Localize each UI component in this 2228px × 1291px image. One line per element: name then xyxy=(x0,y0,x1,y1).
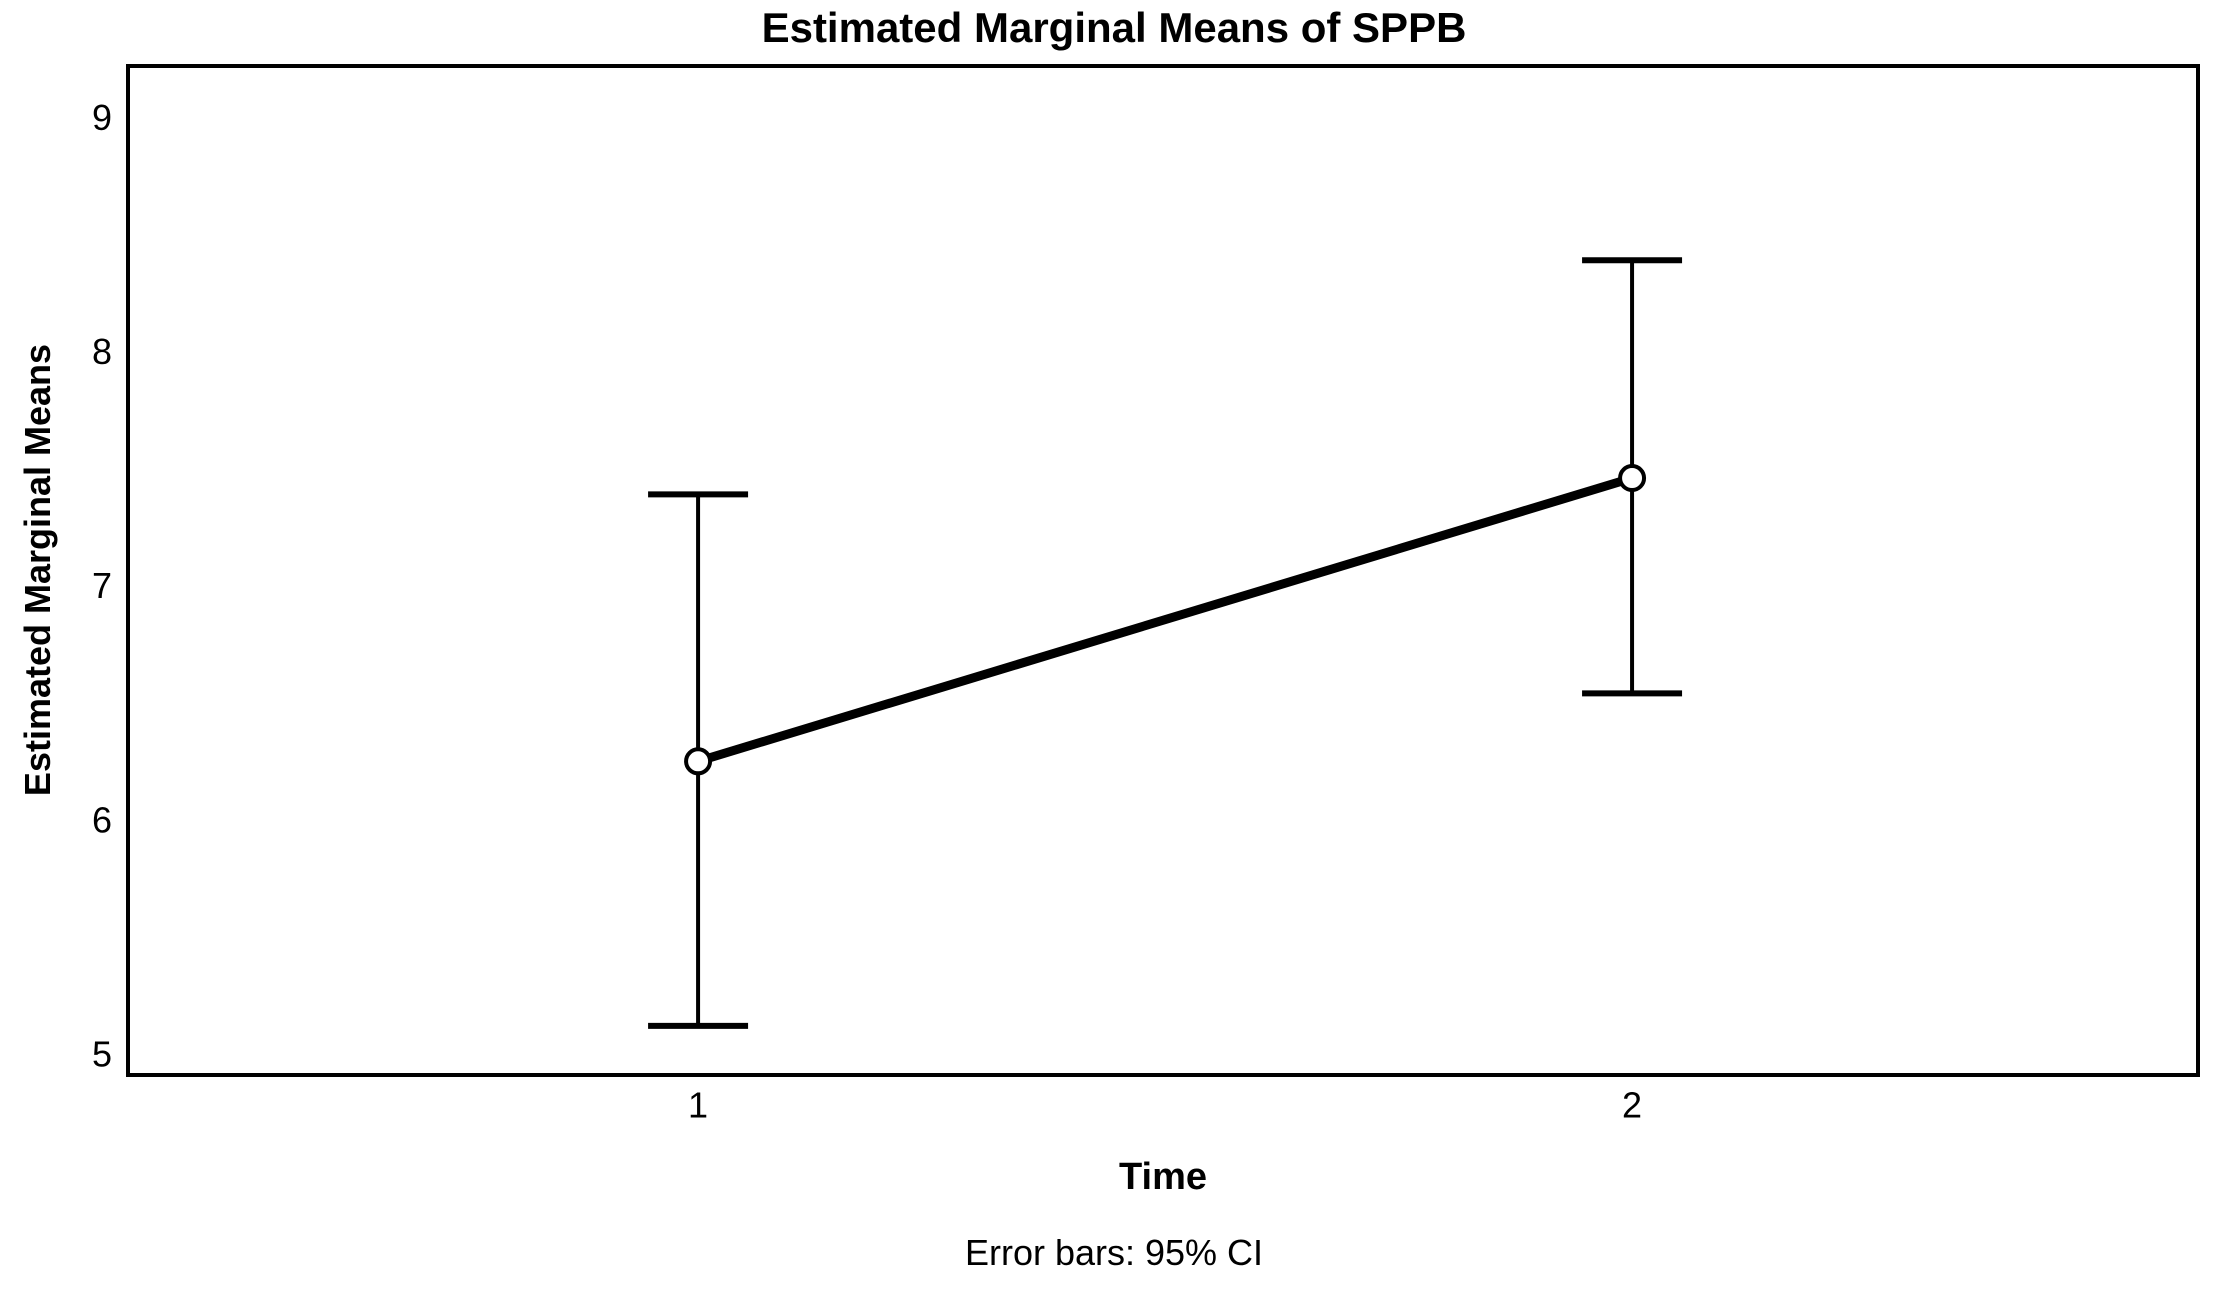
y-tick-label: 5 xyxy=(92,1033,112,1074)
x-tick-label: 1 xyxy=(688,1085,708,1126)
x-tick-label: 2 xyxy=(1622,1085,1642,1126)
plot-frame xyxy=(126,64,2200,1077)
y-tick-label: 7 xyxy=(92,565,112,606)
x-axis-label: Time xyxy=(1118,1156,1207,1198)
data-point-marker xyxy=(1618,464,1647,493)
data-point-marker xyxy=(684,747,713,776)
chart-title: Estimated Marginal Means of SPPB xyxy=(761,4,1467,51)
y-tick-label: 8 xyxy=(92,331,112,372)
y-tick-label: 9 xyxy=(92,97,112,138)
error-bar-caption: Error bars: 95% CI xyxy=(964,1232,1264,1273)
mean-line xyxy=(696,473,1634,766)
y-tick-label: 6 xyxy=(92,799,112,840)
